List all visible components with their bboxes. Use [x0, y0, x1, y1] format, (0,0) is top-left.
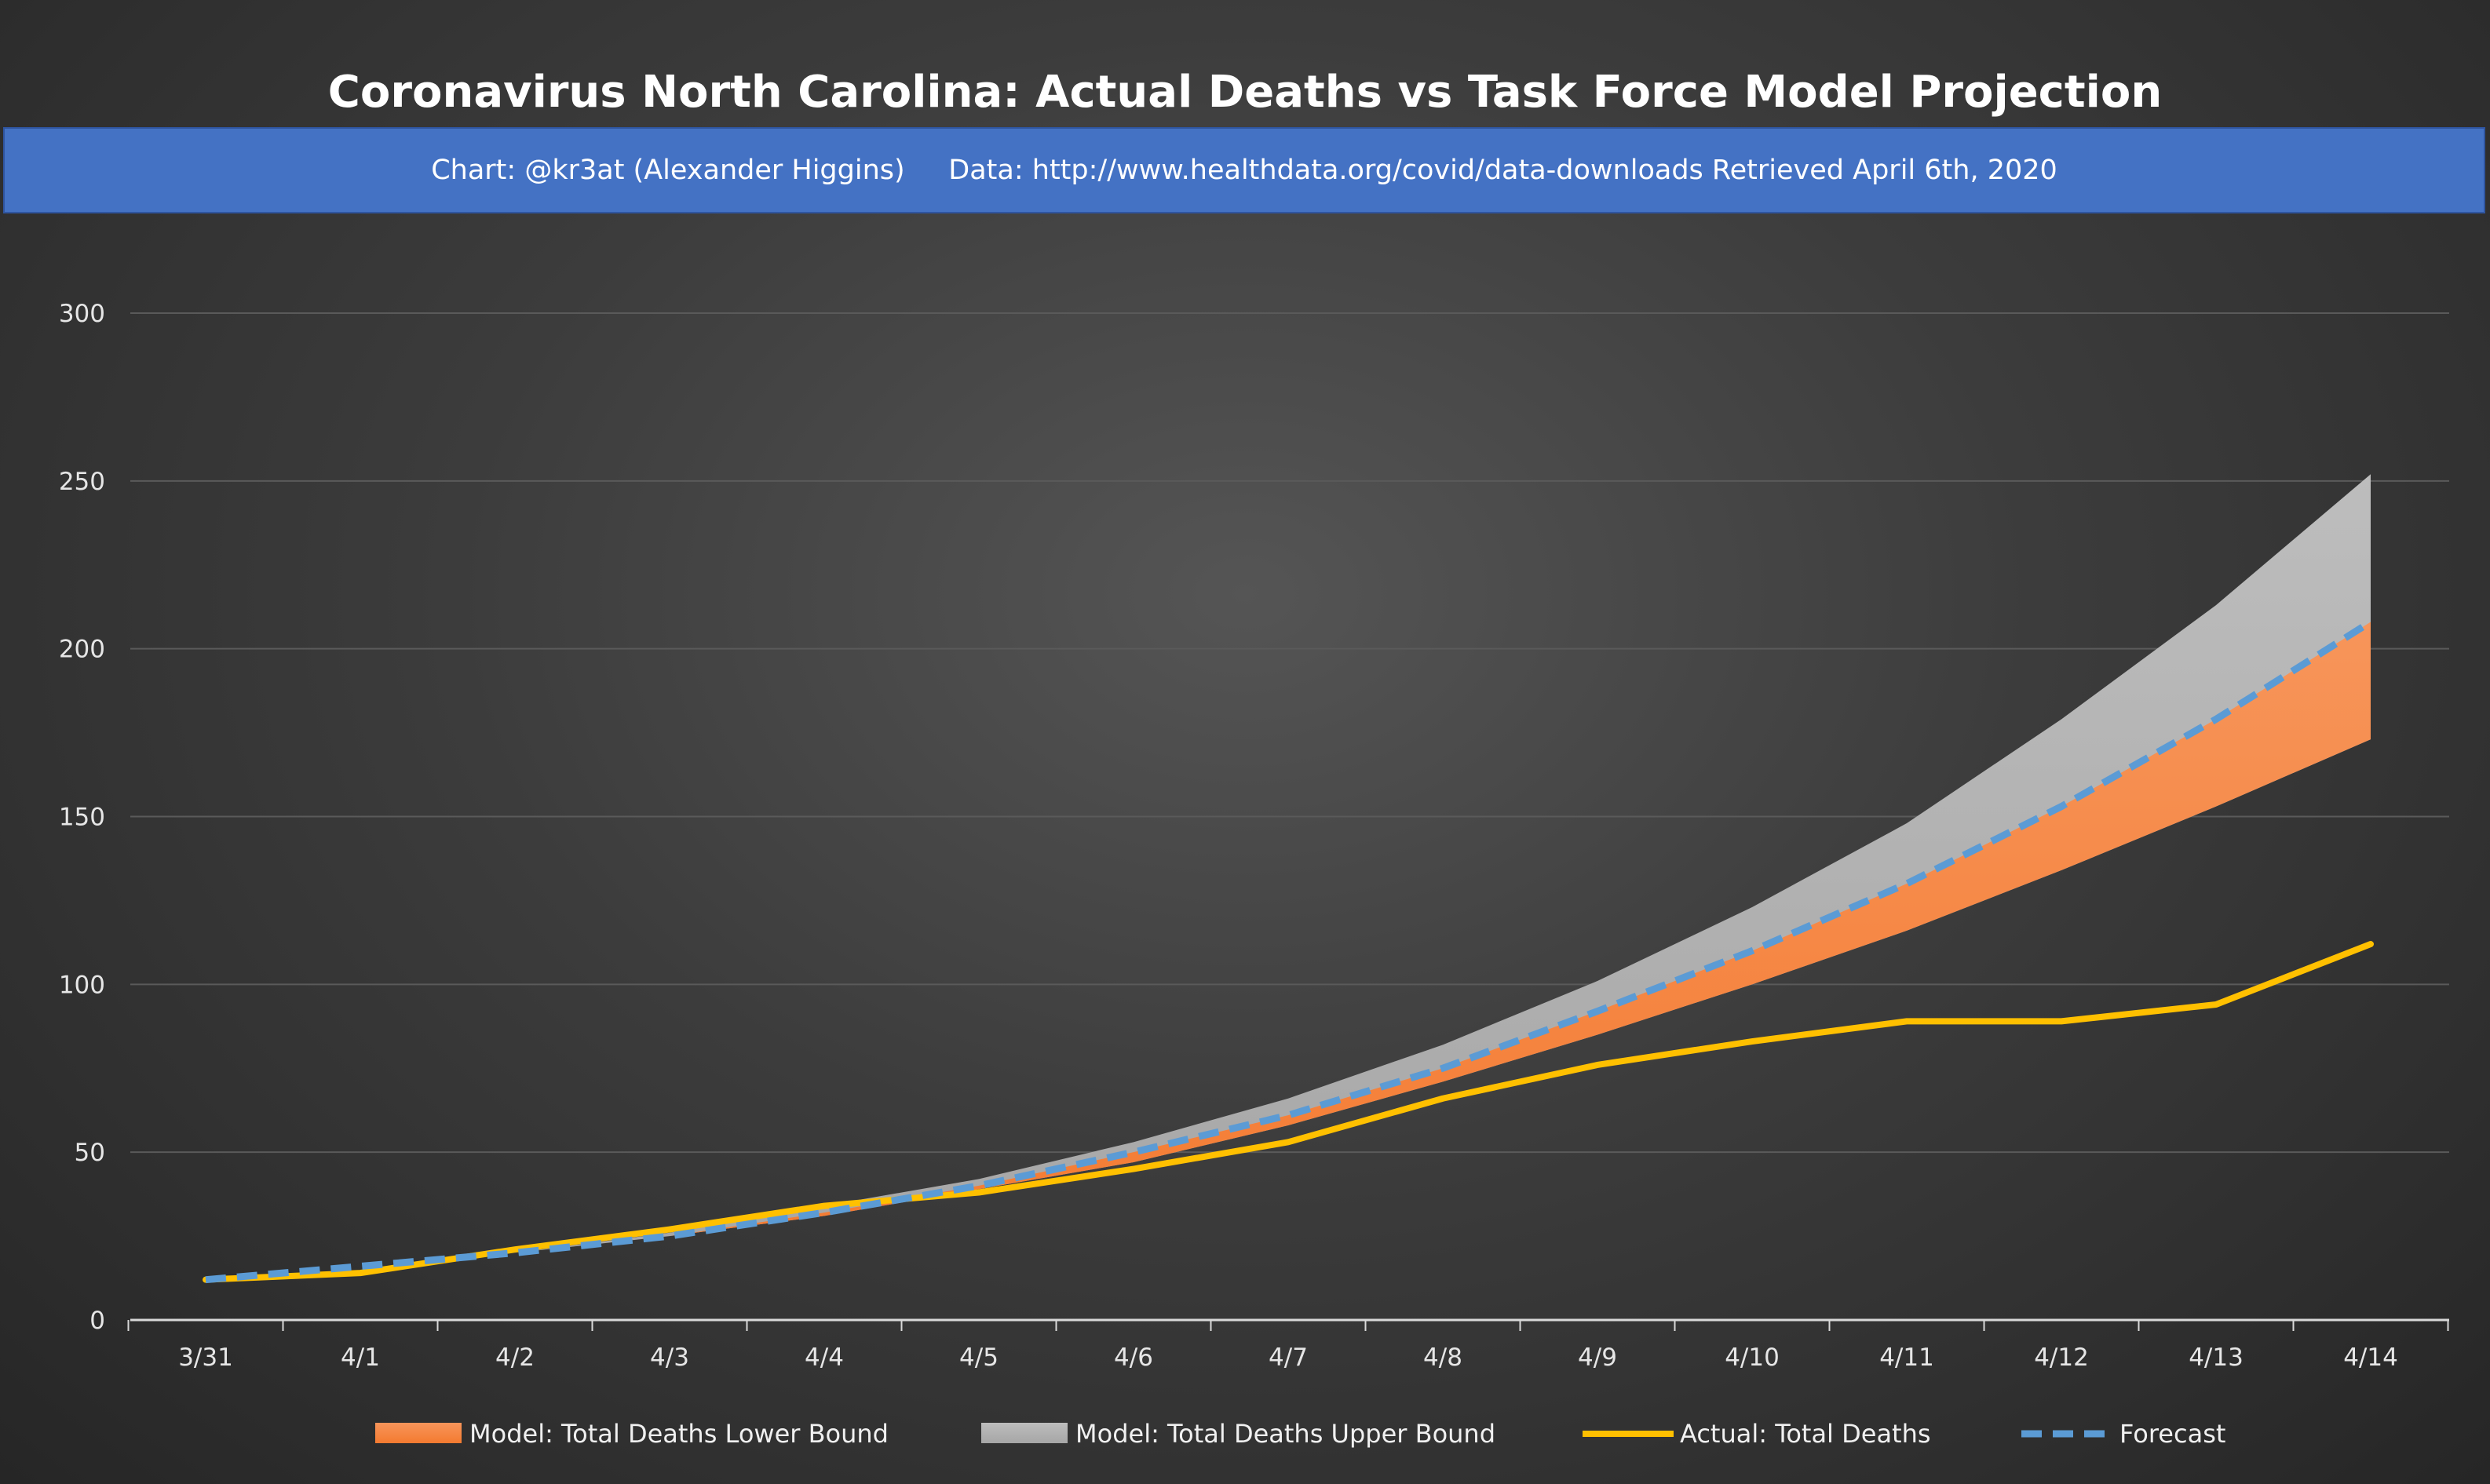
- legend-label: Actual: Total Deaths: [1680, 1419, 1931, 1449]
- legend-swatch-lower-bound: [375, 1423, 462, 1443]
- subtitle-text: Chart: @kr3at (Alexander Higgins) Data: …: [431, 155, 2057, 186]
- area-series: [206, 474, 2371, 1280]
- y-tick-label: 300: [59, 300, 105, 328]
- legend-label: Model: Total Deaths Lower Bound: [469, 1419, 889, 1449]
- x-tick-label: 4/8: [1423, 1344, 1462, 1372]
- y-tick-label: 250: [59, 468, 105, 496]
- y-tick-label: 100: [59, 971, 105, 999]
- x-tick-label: 4/4: [805, 1344, 844, 1372]
- legend-label: Forecast: [2119, 1419, 2225, 1449]
- line-series: [203, 618, 2374, 1284]
- legend: Model: Total Deaths Lower Bound Model: To…: [375, 1419, 2225, 1449]
- legend-item: Forecast: [2021, 1419, 2225, 1449]
- legend-item: Actual: Total Deaths: [1583, 1419, 1931, 1449]
- x-tick-label: 4/5: [959, 1344, 999, 1372]
- axes: 0 50 100 150 200 250 300 3/31 4/1 4/2 4/3 4/4 4/5 4/6…: [59, 300, 2449, 1372]
- x-tick-label: 4/2: [495, 1344, 535, 1372]
- legend-item: Model: Total Deaths Lower Bound: [375, 1419, 889, 1449]
- x-tick-label: 4/10: [1725, 1344, 1780, 1372]
- y-tick-label: 50: [75, 1139, 105, 1167]
- x-tick-label: 4/12: [2034, 1344, 2089, 1372]
- x-tick-label: 3/31: [178, 1344, 233, 1372]
- y-tick-label: 150: [59, 804, 105, 832]
- x-tick-label: 4/9: [1578, 1344, 1617, 1372]
- upper-bound-area: [206, 474, 2371, 1280]
- x-tick-label: 4/14: [2343, 1344, 2398, 1372]
- x-tick-label: 4/3: [650, 1344, 689, 1372]
- chart-title: Coronavirus North Carolina: Actual Death…: [327, 67, 2163, 118]
- subtitle-banner: Chart: @kr3at (Alexander Higgins) Data: …: [3, 127, 2485, 213]
- y-tick-label: 200: [59, 636, 105, 664]
- x-tick-label: 4/7: [1269, 1344, 1308, 1372]
- x-tick-label: 4/1: [341, 1344, 380, 1372]
- y-tick-label: 0: [89, 1307, 105, 1335]
- legend-label: Model: Total Deaths Upper Bound: [1075, 1419, 1495, 1449]
- legend-item: Model: Total Deaths Upper Bound: [981, 1419, 1495, 1449]
- x-tick-label: 4/6: [1114, 1344, 1153, 1372]
- x-tick-label: 4/11: [1879, 1344, 1934, 1372]
- legend-swatch-upper-bound: [981, 1423, 1068, 1443]
- x-tick-label: 4/13: [2189, 1344, 2244, 1372]
- lower-bound-area: [206, 622, 2371, 1280]
- forecast-line: [205, 618, 2373, 1284]
